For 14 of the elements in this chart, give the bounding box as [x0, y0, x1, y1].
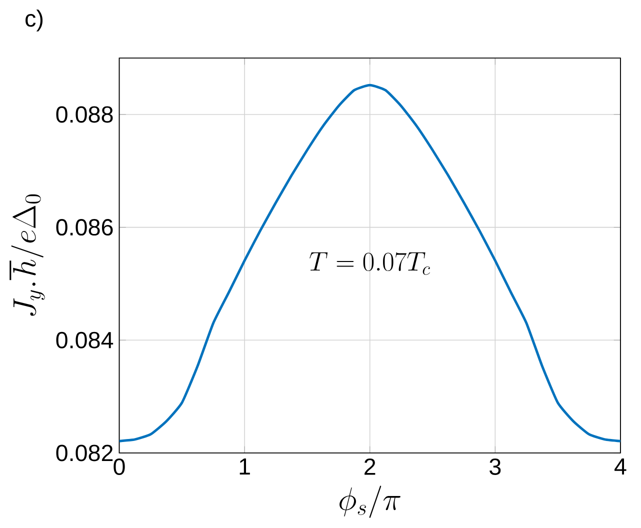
y-axis-title: $J_y.\hbar/e\Delta_0$ [10, 194, 45, 316]
x-tick-label: 4 [614, 458, 626, 475]
x-tick-label: 0 [114, 458, 125, 476]
chart-title: c) [26, 10, 43, 32]
y-tick-label: 0.084 [56, 332, 114, 349]
x-tick-label: 3 [490, 458, 501, 476]
line-series [119, 84, 620, 443]
x-axis-title: $\phi_s/\pi$ [340, 486, 400, 518]
x-tick-label: 2 [364, 458, 376, 475]
annotation: $T=0.07T_c$ [310, 252, 430, 276]
y-tick-label: 0.082 [56, 444, 113, 462]
y-tick-label: 0.088 [56, 106, 113, 123]
x-tick-label: 1 [240, 458, 250, 475]
y-tick-label: 0.086 [56, 219, 113, 236]
